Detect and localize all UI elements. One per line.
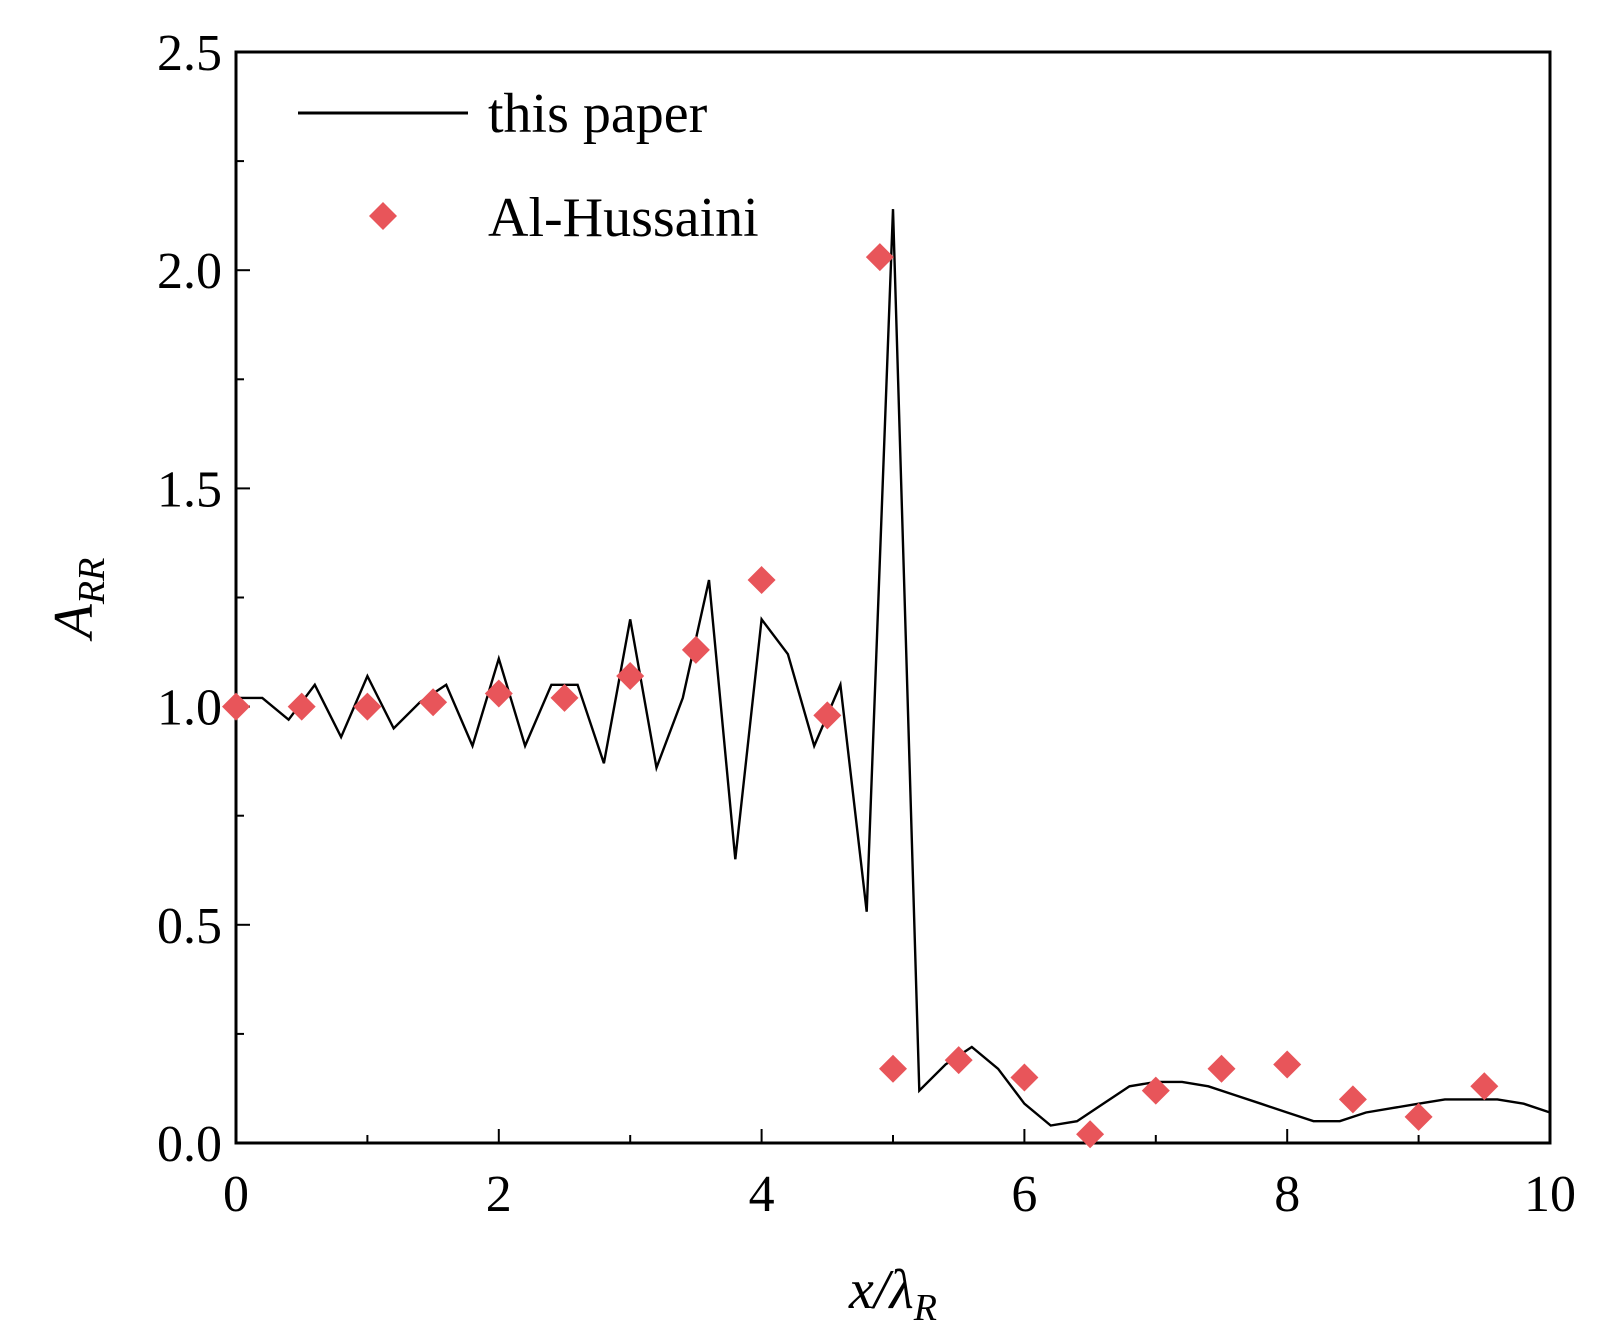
data-point-al-hussaini <box>1273 1050 1302 1079</box>
data-point-al-hussaini <box>813 701 842 730</box>
axis-ticks <box>235 51 1551 1144</box>
series-line-this-paper <box>236 209 1551 1127</box>
y-tick-label: 0.0 <box>157 1116 222 1173</box>
y-tick-label: 2.0 <box>157 243 222 300</box>
data-point-al-hussaini <box>944 1046 973 1075</box>
y-axis-title: ARR <box>43 558 113 643</box>
data-point-al-hussaini <box>287 692 316 721</box>
data-point-al-hussaini <box>1076 1120 1105 1149</box>
data-point-al-hussaini <box>1404 1102 1433 1131</box>
legend: this paper Al-Hussaini <box>298 83 759 249</box>
legend-label-al-hussaini: Al-Hussaini <box>488 187 759 249</box>
y-tick-label: 1.5 <box>157 461 222 518</box>
series-layer <box>222 209 1551 1149</box>
x-tick-label: 4 <box>749 1166 775 1223</box>
x-tick-label: 8 <box>1274 1166 1300 1223</box>
x-tick-label: 0 <box>223 1166 249 1223</box>
x-tick-label: 10 <box>1524 1166 1576 1223</box>
data-point-al-hussaini <box>616 662 645 691</box>
data-point-al-hussaini <box>1207 1054 1236 1083</box>
tick-labels: 0 2 4 6 8 10 0.0 0.5 1.0 1.5 2.0 2.5 <box>157 25 1576 1223</box>
legend-label-this-paper: this paper <box>488 83 708 145</box>
data-point-al-hussaini <box>865 243 894 272</box>
y-tick-label: 1.0 <box>157 680 222 737</box>
data-point-al-hussaini <box>879 1054 907 1083</box>
legend-diamond-swatch <box>369 202 397 230</box>
data-point-al-hussaini <box>353 692 382 721</box>
data-point-al-hussaini <box>222 692 250 721</box>
data-point-al-hussaini <box>1141 1076 1170 1105</box>
y-tick-label: 0.5 <box>157 898 222 955</box>
data-point-al-hussaini <box>747 566 776 595</box>
x-tick-label: 2 <box>486 1166 512 1223</box>
data-point-al-hussaini <box>1010 1063 1039 1092</box>
data-point-al-hussaini <box>484 679 513 708</box>
data-point-al-hussaini <box>1338 1085 1367 1114</box>
data-point-al-hussaini <box>681 635 710 664</box>
data-point-al-hussaini <box>550 683 579 712</box>
data-point-al-hussaini <box>1470 1072 1499 1101</box>
data-point-al-hussaini <box>419 688 448 717</box>
x-tick-label: 6 <box>1011 1166 1037 1223</box>
x-axis-title: x/λR <box>848 1259 937 1329</box>
y-tick-label: 2.5 <box>157 25 222 82</box>
